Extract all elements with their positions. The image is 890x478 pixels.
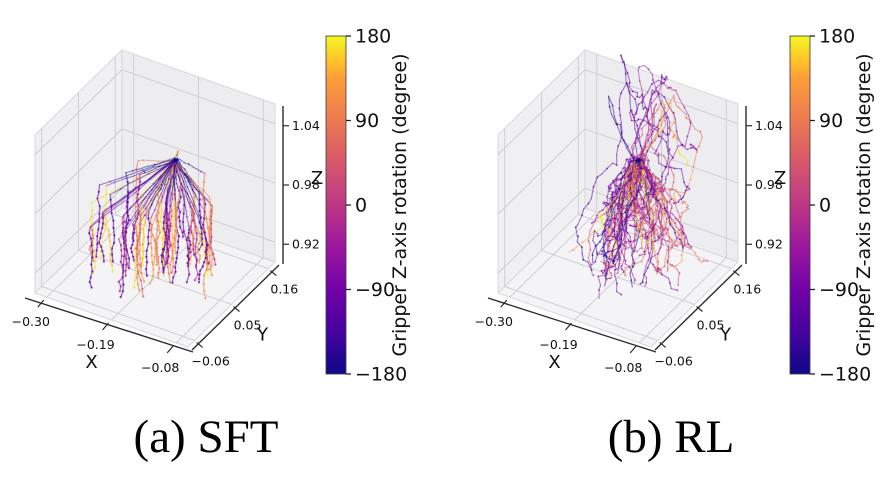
apex-knot <box>170 157 179 163</box>
x-tick-label: −0.30 <box>475 314 513 329</box>
x-tick-label: −0.19 <box>539 337 577 352</box>
colorbar-gradient <box>325 35 347 375</box>
colorbar-tick-label: −90 <box>355 279 395 301</box>
trajectory <box>166 158 177 265</box>
trajectory <box>95 157 175 258</box>
trajectories-rl <box>568 54 709 299</box>
z-tick-label: 0.98 <box>292 177 320 192</box>
colorbar-axis-label: Gripper Z-axis rotation (degree) <box>853 53 875 356</box>
caption-sft: (a) SFT <box>133 411 279 463</box>
colorbar-tick-label: 90 <box>819 110 843 132</box>
trajectory <box>173 160 182 255</box>
grid-lines <box>497 54 739 344</box>
z-axis-label: Z <box>774 168 786 189</box>
colorbar-tick-label: 0 <box>355 195 367 217</box>
y-tick-label: −0.06 <box>655 353 693 368</box>
trajectory <box>634 111 691 205</box>
apex-knot <box>633 157 644 165</box>
x-tick-label: −0.30 <box>12 314 50 329</box>
z-axis-label: Z <box>311 168 323 189</box>
colorbar: 180 90 0 −90 −180 Gripper Z-axis rotation (de… <box>325 26 411 386</box>
trajectory <box>135 159 177 298</box>
trajectory <box>635 158 662 257</box>
y-tick-label: 0.16 <box>270 282 298 297</box>
z-tick-label: 0.98 <box>755 177 783 192</box>
colorbar: 180 90 0 −90 −180 Gripper Z-axis rotation (de… <box>789 26 875 386</box>
caption-rl: (b) RL <box>607 411 735 463</box>
trajectory <box>625 158 681 287</box>
trajectory <box>174 159 191 284</box>
y-tick-label: 0.05 <box>697 318 725 333</box>
trajectory <box>630 159 664 266</box>
trajectory <box>88 159 176 289</box>
y-axis-label: Y <box>256 325 269 346</box>
axis-ticks-and-labels: −0.30 −0.19 −0.08 −0.06 0.05 0.16 0.92 0.98 1.04… <box>475 118 787 375</box>
y-tick-label: 0.05 <box>234 318 262 333</box>
trajectory <box>631 160 686 246</box>
axis-ticks-and-labels: −0.30 −0.19 −0.08 −0.06 0.05 0.16 0.92 0.98 1.04… <box>12 118 324 375</box>
colorbar-tick-label: −180 <box>355 364 407 386</box>
trajectory <box>602 158 635 258</box>
colorbar-tick-label: −180 <box>819 364 871 386</box>
colorbar-axis-label: Gripper Z-axis rotation (degree) <box>389 53 411 356</box>
plot-sft: −0.30 −0.19 −0.08 −0.06 0.05 0.16 0.92 0.98 1.04… <box>12 26 411 386</box>
x-tick-label: −0.08 <box>604 360 642 375</box>
y-tick-label: 0.16 <box>733 282 761 297</box>
y-axis-label: Y <box>719 325 732 346</box>
y-tick-label: −0.06 <box>192 353 230 368</box>
trajectory <box>121 158 178 269</box>
z-tick-label: 1.04 <box>755 118 783 133</box>
colorbar-tick-label: 90 <box>355 110 379 132</box>
x-tick-label: −0.08 <box>141 360 179 375</box>
colorbar-gradient <box>789 35 811 375</box>
trajectory <box>173 160 212 271</box>
trajectory <box>637 64 698 162</box>
z-tick-label: 0.92 <box>292 236 320 251</box>
x-tick-label: −0.19 <box>76 337 114 352</box>
x-axis-label: X <box>85 352 97 373</box>
plot-rl: −0.30 −0.19 −0.08 −0.06 0.05 0.16 0.92 0.98 1.04… <box>475 26 875 386</box>
trajectory <box>574 82 643 272</box>
trajectory <box>603 158 636 244</box>
z-tick-label: 1.04 <box>292 118 320 133</box>
trajectories-sft <box>88 149 217 300</box>
z-tick-label: 0.92 <box>755 236 783 251</box>
colorbar-tick-label: −90 <box>819 279 859 301</box>
colorbar-tick-label: 180 <box>355 26 391 48</box>
colorbar-tick-label: 180 <box>819 26 855 48</box>
colorbar-tick-label: 0 <box>819 195 831 217</box>
x-axis-label: X <box>548 352 560 373</box>
